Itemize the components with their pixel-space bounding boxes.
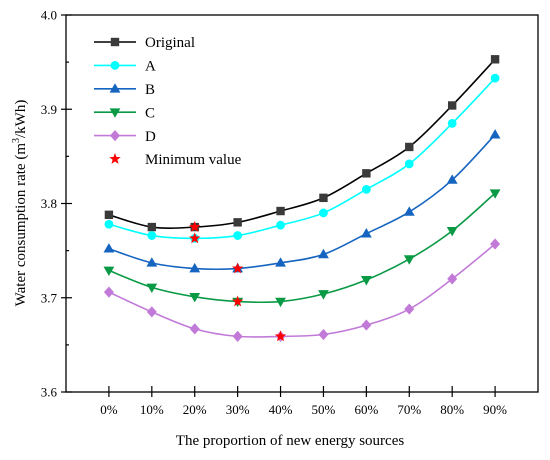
series-point-c [489, 189, 501, 199]
y-tick-label: 3.6 [41, 385, 58, 400]
series-point-d [189, 323, 200, 335]
x-tick-label: 20% [183, 402, 207, 417]
series-point-b [318, 248, 329, 259]
series-point-c [403, 255, 415, 265]
series-point-d [447, 273, 458, 285]
y-tick-label: 3.7 [41, 290, 58, 305]
series-line-c [108, 192, 496, 304]
x-tick-label: 30% [226, 402, 250, 417]
x-tick-label: 90% [483, 402, 507, 417]
legend-label-b: B [145, 82, 155, 98]
series-point-d [361, 319, 372, 331]
series-point-b [189, 262, 201, 273]
series-point-original [405, 142, 414, 152]
minimum-value-marker [274, 330, 287, 342]
series-point-b [446, 174, 458, 184]
series-point-a [404, 159, 414, 169]
series-point-d [146, 306, 157, 318]
y-axis-title: Water consumption rate (m3/kWh) [11, 100, 29, 307]
series-point-original [319, 193, 328, 203]
series-line-b [108, 134, 496, 271]
series-point-c [146, 283, 158, 293]
legend-label-c: C [145, 105, 155, 121]
minimum-value-marker [231, 262, 244, 274]
legend-label-d: D [145, 129, 156, 145]
series-point-d [318, 328, 329, 341]
legend-label-minimum-value: Minimum value [145, 152, 242, 168]
series-point-original [276, 206, 285, 216]
series-point-b [360, 228, 372, 238]
series-point-a [361, 184, 371, 194]
minimum-value-marker [231, 295, 244, 307]
series-point-b [403, 206, 415, 216]
minimum-value-marker [189, 221, 201, 232]
series-point-original [233, 218, 242, 227]
series-point-original [147, 222, 157, 232]
series-point-d [103, 286, 114, 298]
series-point-d [490, 238, 501, 250]
series-point-a [276, 220, 285, 230]
series-point-b [489, 129, 501, 139]
legend-marker-a [110, 61, 120, 70]
y-axis-title-tail: /kWh) [13, 100, 29, 138]
series-line-original [108, 58, 496, 229]
series-point-d [404, 303, 415, 315]
series-point-a [319, 208, 328, 218]
x-tick-label: 0% [100, 402, 118, 417]
x-tick-label: 60% [354, 402, 378, 417]
series-point-original [362, 169, 371, 178]
series-point-a [147, 231, 157, 240]
series-point-original [490, 55, 500, 64]
series-point-c [318, 290, 329, 300]
minimum-value-marker [189, 232, 201, 244]
series-point-d [232, 330, 243, 342]
legend-label-a: A [145, 59, 156, 75]
series-point-b [146, 257, 158, 267]
series-point-c [275, 297, 286, 308]
y-tick-label: 4.0 [41, 8, 57, 23]
y-axis-title-main: Water consumption rate (m [13, 143, 29, 307]
x-tick-label: 80% [440, 402, 464, 417]
legend-label-original: Original [145, 35, 195, 51]
series-point-b [275, 257, 286, 267]
series-point-original [447, 101, 457, 110]
series-point-c [446, 227, 458, 237]
y-tick-label: 3.9 [41, 102, 57, 117]
series-point-b [103, 243, 115, 253]
series-point-c [103, 266, 115, 277]
series-point-a [233, 231, 243, 240]
legend-marker-original [110, 37, 120, 47]
legend-marker-minimum-value [109, 153, 121, 164]
y-axis-title-superscript: 3 [11, 138, 22, 143]
series-point-original [104, 210, 114, 220]
legend-marker-c [109, 108, 121, 118]
series-point-a [104, 219, 114, 229]
series-line-d [108, 243, 496, 338]
y-tick-label: 3.8 [41, 196, 57, 211]
x-tick-label: 50% [312, 402, 336, 417]
series-point-a [490, 73, 500, 83]
series-point-c [360, 276, 372, 286]
x-tick-label: 70% [397, 402, 421, 417]
x-tick-label: 10% [140, 402, 164, 417]
legend-marker-d [110, 130, 120, 142]
legend-marker-b [109, 83, 121, 93]
series-point-c [189, 293, 201, 303]
x-axis-title: The proportion of new energy sources [176, 433, 405, 449]
series-line-a [108, 77, 496, 240]
x-tick-label: 40% [269, 402, 293, 417]
series-point-a [447, 118, 457, 128]
